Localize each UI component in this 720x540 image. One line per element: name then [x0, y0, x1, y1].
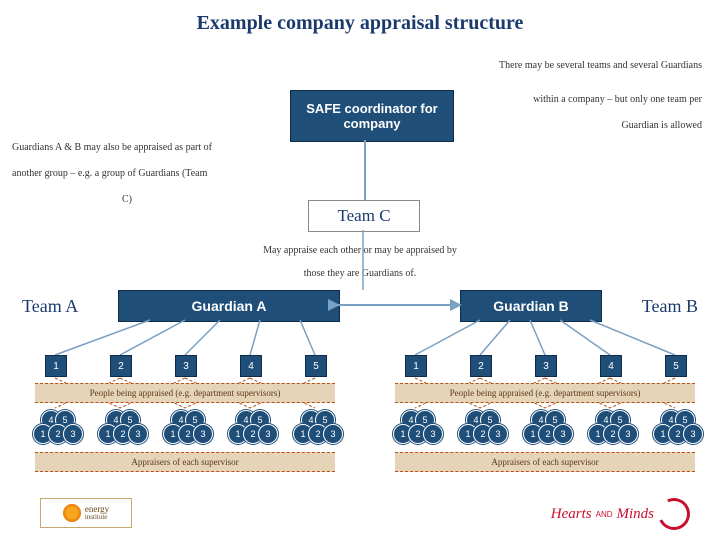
appraiser-circle: 3 [618, 424, 638, 444]
team-a-label: Team A [22, 296, 78, 317]
caption-people-left: People being appraised (e.g. department … [35, 383, 335, 403]
mid-caption-2: those they are Guardians of. [210, 268, 510, 279]
note-left-1: Guardians A & B may also be appraised as… [12, 140, 212, 156]
appraiser-circle: 3 [488, 424, 508, 444]
numbox: 4 [600, 355, 622, 377]
appraiser-circle: 3 [683, 424, 703, 444]
appraiser-circle: 3 [258, 424, 278, 444]
logo-hearts-minds: Hearts AND Minds [551, 498, 690, 530]
appraiser-circle: 3 [553, 424, 573, 444]
note-left-3: C) [12, 192, 242, 208]
note-right-line2: within a company – but only one team per [533, 94, 702, 105]
note-left-2: another group – e.g. a group of Guardian… [12, 166, 207, 182]
safe-coordinator-box: SAFE coordinator for company [290, 90, 454, 142]
note-right-line1: There may be several teams and several G… [499, 60, 702, 71]
guardian-a-box: Guardian A [118, 290, 340, 322]
caption-people-right: People being appraised (e.g. department … [395, 383, 695, 403]
appraiser-circle: 3 [423, 424, 443, 444]
caption-appraisers-right: Appraisers of each supervisor [395, 452, 695, 472]
numbox: 2 [110, 355, 132, 377]
guardian-b-box: Guardian B [460, 290, 602, 322]
swirl-icon [653, 493, 694, 534]
numbox: 3 [175, 355, 197, 377]
team-c-box: Team C [308, 200, 420, 232]
logo-energy-institute: energy institute [40, 498, 132, 528]
numbox: 5 [665, 355, 687, 377]
note-right-line3: Guardian is allowed [621, 120, 702, 131]
page-title: Example company appraisal structure [0, 0, 720, 35]
note-right-2: within a company – but only one team per [533, 92, 702, 108]
note-right: There may be several teams and several G… [499, 58, 702, 74]
logo-left-text: energy institute [85, 505, 109, 521]
numbox: 1 [405, 355, 427, 377]
numbox: 4 [240, 355, 262, 377]
logo-right-and: AND [596, 510, 613, 519]
logo-left-line2: institute [85, 514, 109, 521]
numbox: 2 [470, 355, 492, 377]
numbox: 3 [535, 355, 557, 377]
appraiser-circle: 3 [323, 424, 343, 444]
team-b-label: Team B [642, 296, 698, 317]
note-right-3: Guardian is allowed [621, 118, 702, 134]
sun-icon [63, 504, 81, 522]
appraiser-circle: 3 [193, 424, 213, 444]
caption-appraisers-left: Appraisers of each supervisor [35, 452, 335, 472]
numbox: 1 [45, 355, 67, 377]
mid-caption-1: May appraise each other or may be apprai… [210, 245, 510, 256]
logo-right-hearts: Hearts [551, 506, 592, 523]
appraiser-circle: 3 [63, 424, 83, 444]
numbox: 5 [305, 355, 327, 377]
logo-right-minds: Minds [617, 506, 655, 523]
appraiser-circle: 3 [128, 424, 148, 444]
